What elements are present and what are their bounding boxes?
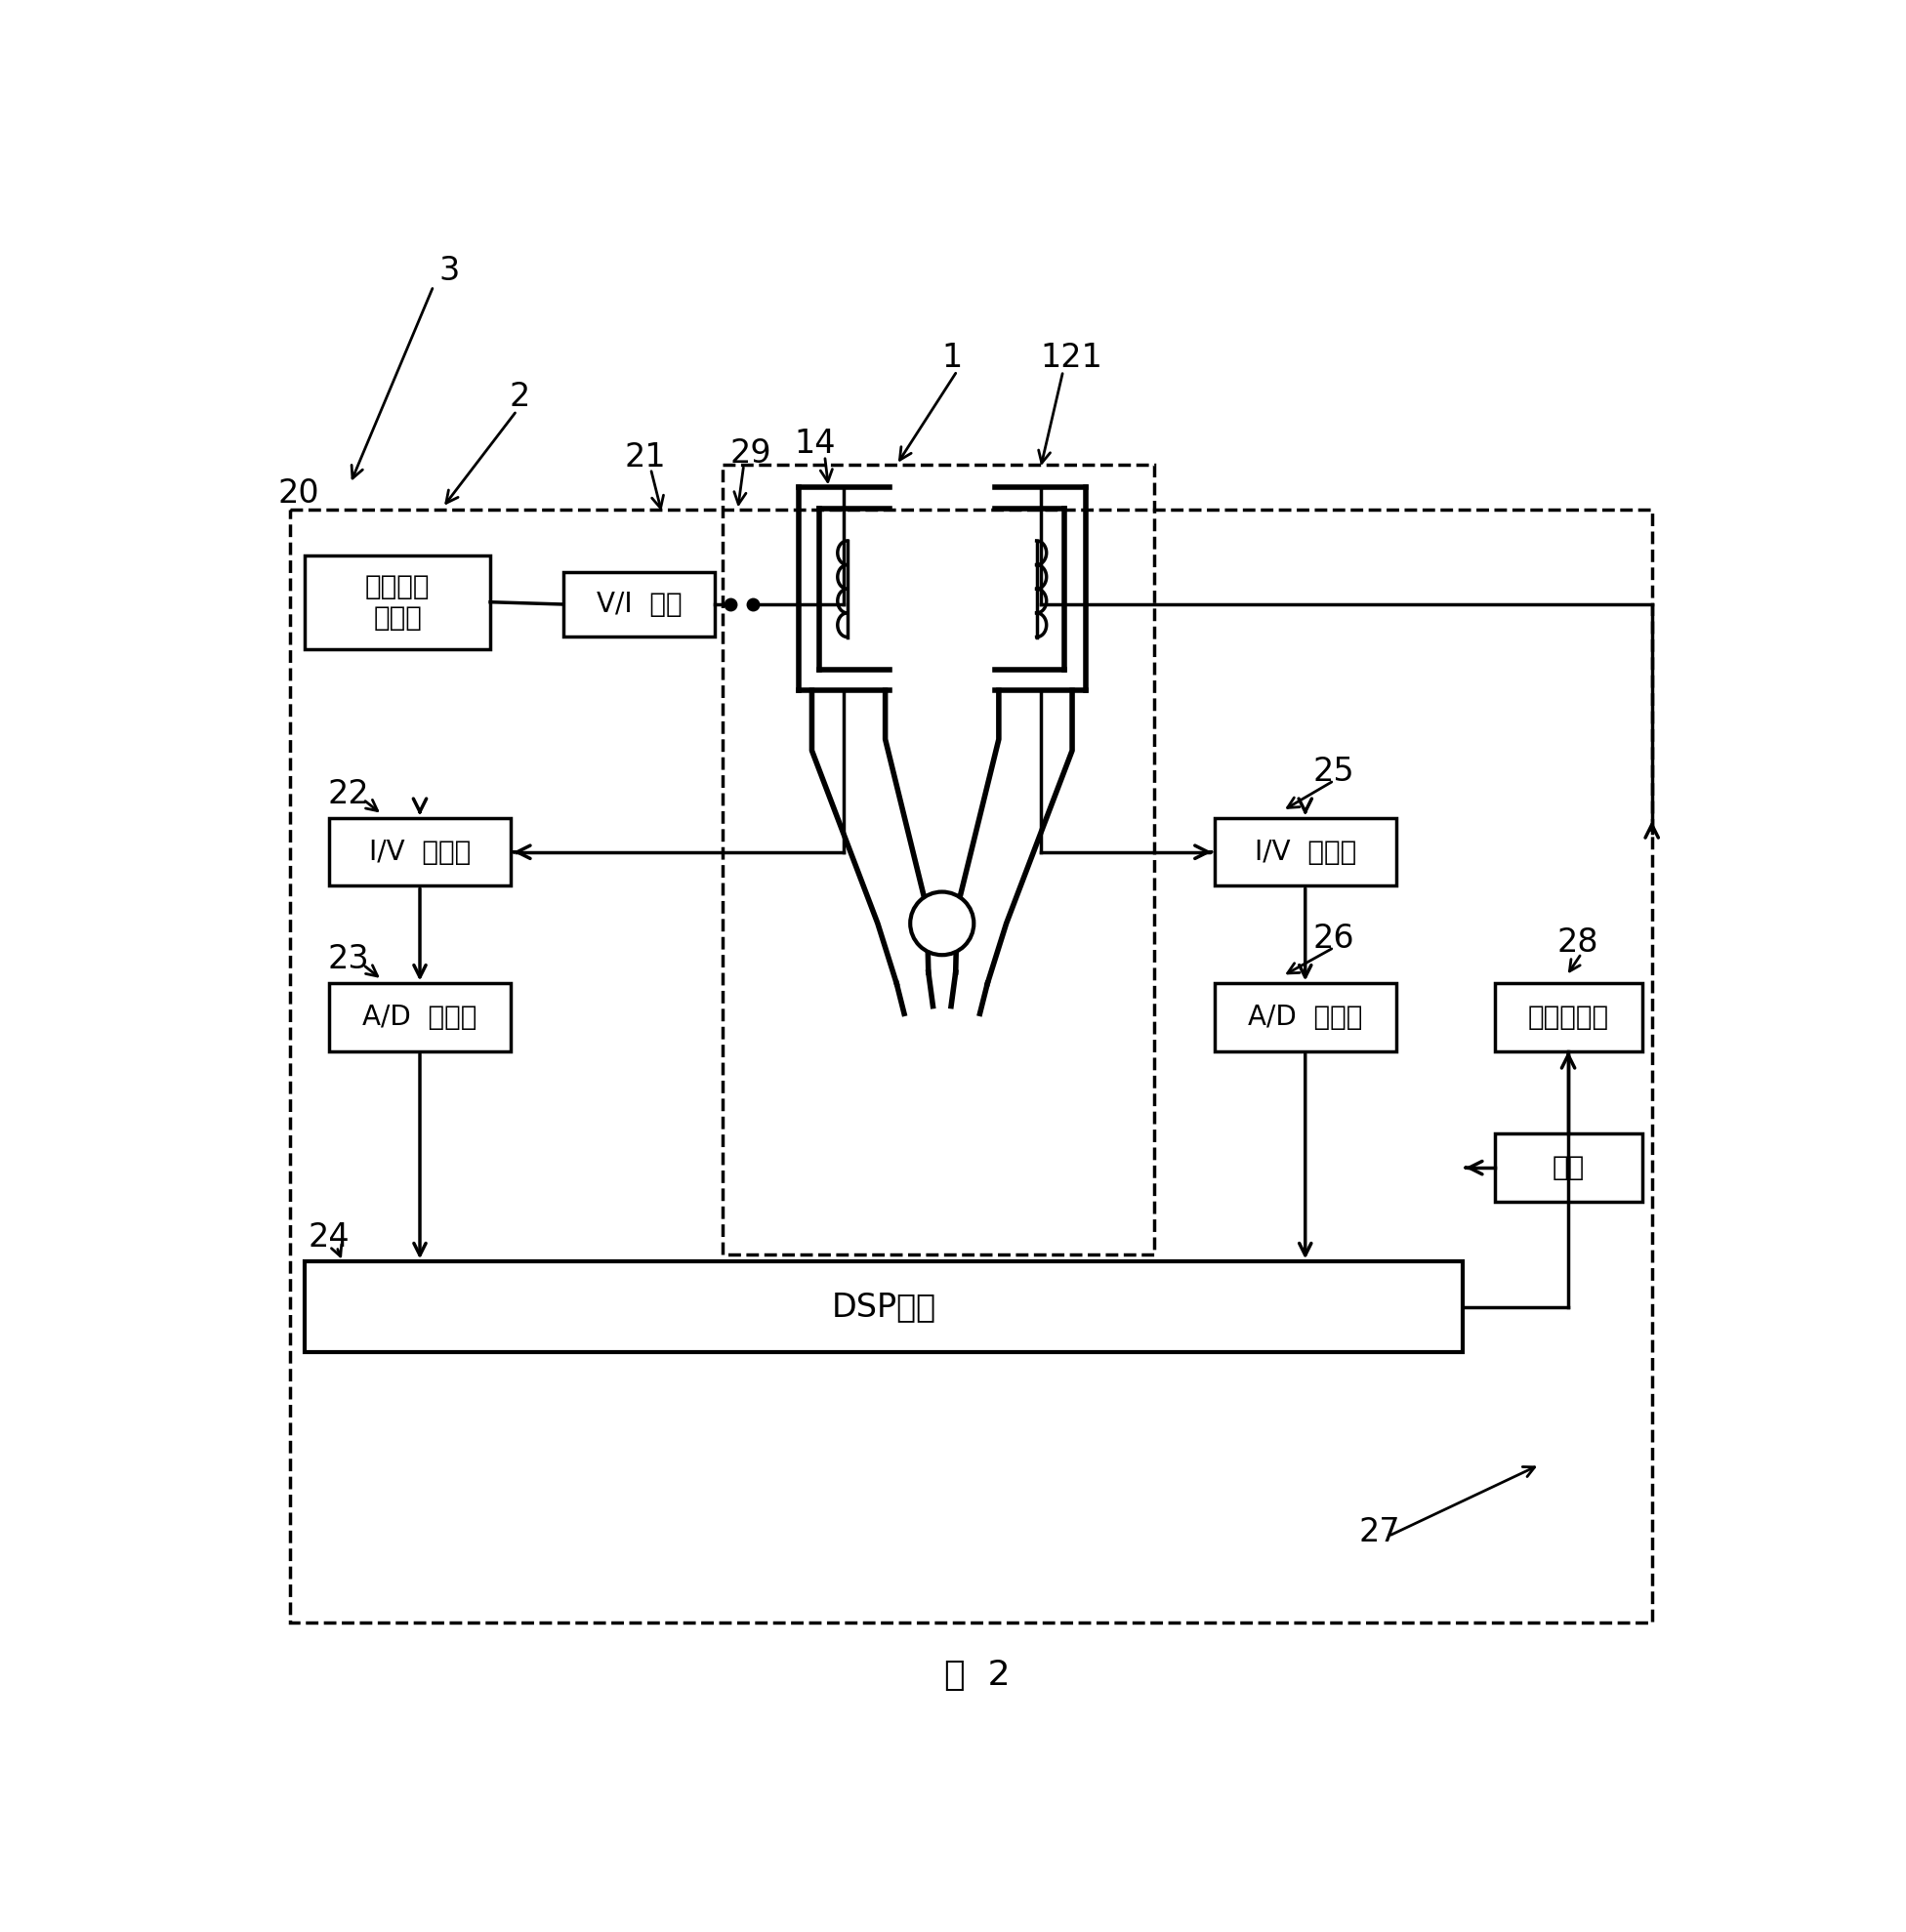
Bar xyxy=(305,554,490,649)
Text: DSP芯片: DSP芯片 xyxy=(831,1291,936,1323)
Text: V/I  转换: V/I 转换 xyxy=(597,591,682,618)
Text: 23: 23 xyxy=(328,943,370,976)
Text: 2: 2 xyxy=(509,381,530,413)
Bar xyxy=(1494,983,1641,1051)
Text: 图  2: 图 2 xyxy=(943,1658,1010,1692)
Bar xyxy=(1214,817,1395,887)
Bar xyxy=(305,1262,1462,1352)
Text: 29: 29 xyxy=(730,437,772,469)
Text: 28: 28 xyxy=(1557,925,1597,958)
Text: 14: 14 xyxy=(795,427,837,460)
Text: 25: 25 xyxy=(1313,755,1355,788)
Bar xyxy=(722,466,1153,1254)
Text: 22: 22 xyxy=(328,779,370,810)
Text: 键盘: 键盘 xyxy=(1551,1153,1584,1180)
Text: 20: 20 xyxy=(278,477,318,510)
Text: 21: 21 xyxy=(623,440,665,473)
Text: 3: 3 xyxy=(438,255,459,288)
Circle shape xyxy=(911,893,974,954)
Text: 可调信号
发生器: 可调信号 发生器 xyxy=(366,572,431,632)
Text: 液晶显示器: 液晶显示器 xyxy=(1527,1005,1609,1032)
Text: I/V  转换器: I/V 转换器 xyxy=(370,838,471,866)
Text: 24: 24 xyxy=(309,1221,349,1254)
Bar xyxy=(564,572,715,636)
Bar xyxy=(1494,1134,1641,1202)
Bar xyxy=(1214,983,1395,1051)
Text: 26: 26 xyxy=(1313,922,1355,954)
Text: 1: 1 xyxy=(942,342,963,375)
Text: I/V  转换器: I/V 转换器 xyxy=(1254,838,1357,866)
Text: 27: 27 xyxy=(1359,1517,1399,1548)
Bar xyxy=(330,817,511,887)
Text: A/D  采样器: A/D 采样器 xyxy=(362,1005,476,1032)
Text: A/D  采样器: A/D 采样器 xyxy=(1248,1005,1363,1032)
Bar xyxy=(330,983,511,1051)
Bar xyxy=(290,510,1653,1623)
Text: 121: 121 xyxy=(1041,342,1104,375)
